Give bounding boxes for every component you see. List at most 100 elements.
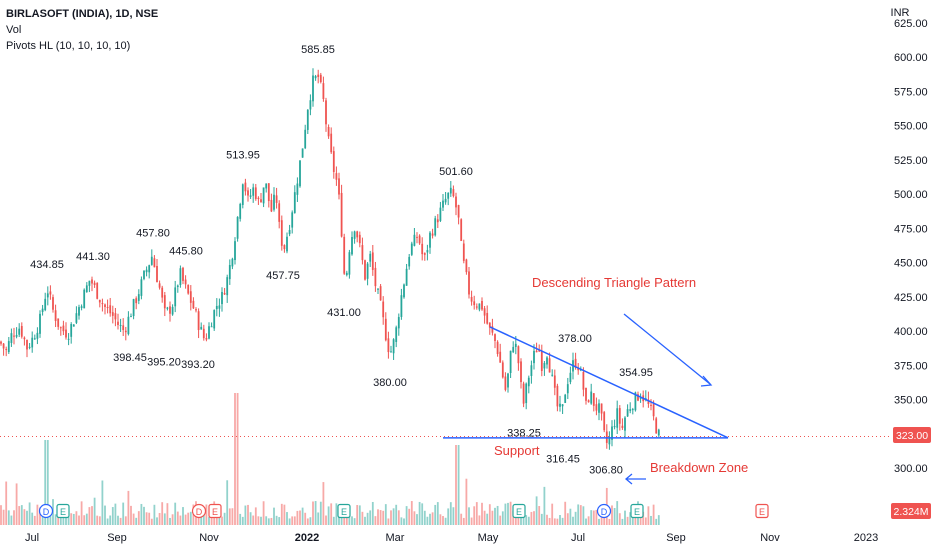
event-badge[interactable]: E bbox=[755, 503, 769, 519]
volume-bar bbox=[522, 514, 525, 525]
volume-bar bbox=[377, 509, 379, 525]
candle-body bbox=[158, 283, 161, 288]
candle-body bbox=[631, 409, 634, 411]
candle-body bbox=[223, 293, 226, 295]
volume-bar bbox=[117, 515, 119, 525]
candles bbox=[0, 68, 660, 450]
candle-body bbox=[509, 350, 512, 374]
volume-bar bbox=[462, 517, 465, 525]
volume-bar bbox=[364, 516, 366, 525]
candle-body bbox=[96, 282, 99, 299]
candle-body bbox=[457, 205, 460, 218]
pivots-indicator-label[interactable]: Pivots HL (10, 10, 10, 10) bbox=[6, 40, 131, 52]
volume-bar bbox=[608, 518, 611, 525]
candle-body bbox=[551, 374, 554, 376]
volume-bar bbox=[621, 518, 624, 525]
candle-body bbox=[85, 285, 88, 292]
price-tick-label: 600.00 bbox=[894, 52, 928, 64]
event-badge[interactable]: E bbox=[208, 503, 222, 519]
candle-body bbox=[39, 313, 41, 334]
price-axis[interactable]: 300.00325.00350.00375.00400.00425.00450.… bbox=[894, 18, 928, 475]
volume-bar bbox=[358, 505, 361, 525]
pivot-label: 431.00 bbox=[327, 307, 361, 319]
volume-bar bbox=[598, 518, 600, 525]
candle-body bbox=[83, 289, 86, 309]
event-badge-label: E bbox=[212, 507, 218, 517]
candle-body bbox=[546, 357, 548, 365]
candle-body bbox=[530, 365, 533, 376]
candle-body bbox=[57, 318, 60, 327]
time-axis[interactable]: Jul Sep Nov 2022 Mar May Jul Sep Nov 2023 bbox=[25, 532, 878, 544]
volume-bar bbox=[106, 518, 109, 525]
volume-bar bbox=[260, 516, 262, 525]
volume-bar bbox=[579, 505, 582, 525]
volume-bar bbox=[169, 517, 171, 525]
volume-bar bbox=[200, 512, 203, 525]
volume-bar bbox=[304, 512, 307, 525]
volume-bar bbox=[431, 512, 434, 525]
candle-body bbox=[288, 230, 291, 235]
volume-bar bbox=[325, 515, 327, 525]
candle-body bbox=[75, 313, 78, 323]
volume-bar bbox=[582, 506, 585, 525]
symbol-title[interactable]: BIRLASOFT (INDIA), 1D, NSE bbox=[6, 8, 159, 20]
candle-body bbox=[629, 409, 632, 411]
volume-bar bbox=[397, 510, 400, 525]
event-badge-label: E bbox=[634, 507, 640, 517]
resistance-line bbox=[489, 326, 729, 439]
candle-body bbox=[184, 279, 187, 285]
volume-bar bbox=[171, 514, 174, 525]
volume-bar bbox=[197, 512, 200, 525]
candle-body bbox=[444, 198, 447, 203]
volume-bar bbox=[270, 517, 273, 525]
volume-bar bbox=[23, 509, 26, 525]
volume-bar bbox=[343, 514, 346, 525]
event-badge[interactable]: E bbox=[512, 503, 526, 519]
candle-body bbox=[117, 321, 119, 325]
event-badge[interactable]: D bbox=[191, 503, 207, 519]
event-badge[interactable]: E bbox=[56, 503, 70, 519]
volume-bar bbox=[652, 504, 655, 525]
breakdown-arrow-head bbox=[624, 473, 633, 485]
candle-body bbox=[197, 311, 200, 331]
event-badge[interactable]: E bbox=[630, 503, 644, 519]
volume-bar bbox=[634, 511, 637, 525]
volume-bar bbox=[335, 503, 338, 525]
volume-bar bbox=[62, 511, 65, 525]
volume-bar bbox=[447, 508, 450, 525]
candle-body bbox=[278, 203, 281, 222]
volume-bar bbox=[228, 508, 231, 525]
direction-arrow bbox=[623, 313, 711, 385]
volume-bar bbox=[280, 503, 283, 525]
candle-body bbox=[335, 173, 338, 180]
volume-bar bbox=[525, 515, 528, 525]
candle-body bbox=[595, 404, 598, 411]
candle-body bbox=[91, 279, 93, 284]
volume-indicator-label[interactable]: Vol bbox=[6, 24, 22, 36]
volume-bar bbox=[559, 515, 561, 525]
candle-body bbox=[293, 192, 296, 213]
event-badge[interactable]: E bbox=[337, 503, 351, 519]
candle-body bbox=[46, 293, 49, 298]
volume-bar bbox=[647, 506, 650, 525]
volume-bar bbox=[288, 518, 291, 525]
candle-body bbox=[202, 328, 205, 339]
volume-bar bbox=[392, 508, 395, 525]
candle-body bbox=[31, 337, 34, 348]
event-badge[interactable]: D bbox=[596, 503, 612, 519]
volume-bar bbox=[387, 518, 390, 525]
candle-body bbox=[20, 326, 23, 337]
volume-bar bbox=[504, 503, 507, 525]
event-badge[interactable]: D bbox=[38, 503, 54, 519]
candle-body bbox=[327, 127, 330, 137]
candle-body bbox=[369, 253, 372, 262]
candle-body bbox=[543, 362, 546, 369]
candle-body bbox=[655, 418, 658, 434]
candle-body bbox=[187, 284, 190, 294]
candle-body bbox=[195, 309, 197, 311]
volume-bar bbox=[423, 510, 426, 525]
volume-bar bbox=[353, 518, 356, 525]
candle-body bbox=[387, 338, 390, 353]
volume-bar bbox=[184, 514, 187, 525]
